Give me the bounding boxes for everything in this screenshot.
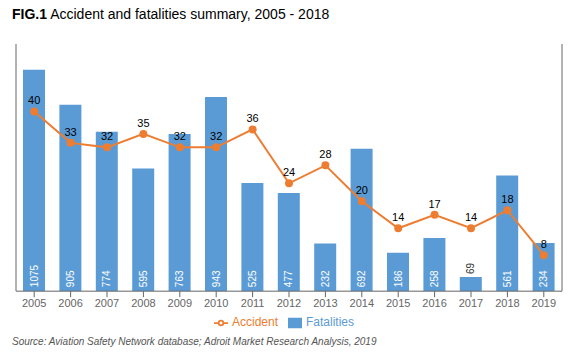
svg-text:28: 28 — [319, 148, 331, 160]
svg-text:24: 24 — [283, 166, 295, 178]
svg-text:14: 14 — [465, 211, 477, 223]
svg-text:2013: 2013 — [313, 297, 337, 309]
svg-text:32: 32 — [101, 130, 113, 142]
html-text:Fatalities: Fatalities — [306, 315, 354, 330]
svg-text:40: 40 — [28, 94, 40, 106]
svg-text:32: 32 — [174, 130, 186, 142]
html-text:FIG.1 Accident and fatalities: FIG.1 Accident and fatalities summary, 2… — [12, 6, 330, 22]
svg-text:35: 35 — [137, 117, 149, 129]
svg-text:1075: 1075 — [29, 264, 40, 287]
svg-text:943: 943 — [211, 270, 222, 287]
html-text:Source: Aviation Safety Networ: Source: Aviation Safety Network database… — [12, 336, 377, 347]
svg-text:2009: 2009 — [168, 297, 192, 309]
svg-text:763: 763 — [174, 270, 185, 287]
svg-text:595: 595 — [138, 270, 149, 287]
svg-text:8: 8 — [541, 238, 547, 250]
svg-text:561: 561 — [502, 270, 513, 287]
svg-text:2017: 2017 — [459, 297, 483, 309]
svg-text:69: 69 — [465, 262, 476, 274]
svg-text:2012: 2012 — [277, 297, 301, 309]
svg-text:774: 774 — [101, 270, 112, 287]
svg-text:14: 14 — [392, 211, 404, 223]
svg-text:17: 17 — [428, 198, 440, 210]
svg-text:2014: 2014 — [350, 297, 374, 309]
svg-text:258: 258 — [429, 270, 440, 287]
svg-text:2005: 2005 — [22, 297, 46, 309]
svg-text:525: 525 — [247, 270, 258, 287]
svg-text:2010: 2010 — [204, 297, 228, 309]
svg-text:905: 905 — [65, 270, 76, 287]
svg-text:2019: 2019 — [532, 297, 556, 309]
svg-text:2008: 2008 — [131, 297, 155, 309]
svg-text:2011: 2011 — [241, 297, 265, 309]
svg-text:18: 18 — [501, 193, 513, 205]
svg-text:32: 32 — [210, 130, 222, 142]
svg-text:477: 477 — [283, 270, 294, 287]
svg-text:20: 20 — [356, 184, 368, 196]
svg-text:33: 33 — [64, 126, 76, 138]
svg-text:2015: 2015 — [386, 297, 410, 309]
svg-text:2018: 2018 — [495, 297, 519, 309]
html-text:Accident: Accident — [232, 315, 278, 330]
svg-text:2006: 2006 — [58, 297, 82, 309]
svg-text:692: 692 — [356, 270, 367, 287]
svg-text:36: 36 — [246, 112, 258, 124]
svg-text:234: 234 — [538, 270, 549, 287]
svg-text:2016: 2016 — [422, 297, 446, 309]
svg-text:232: 232 — [320, 270, 331, 287]
svg-text:186: 186 — [393, 270, 404, 287]
svg-text:2007: 2007 — [95, 297, 119, 309]
